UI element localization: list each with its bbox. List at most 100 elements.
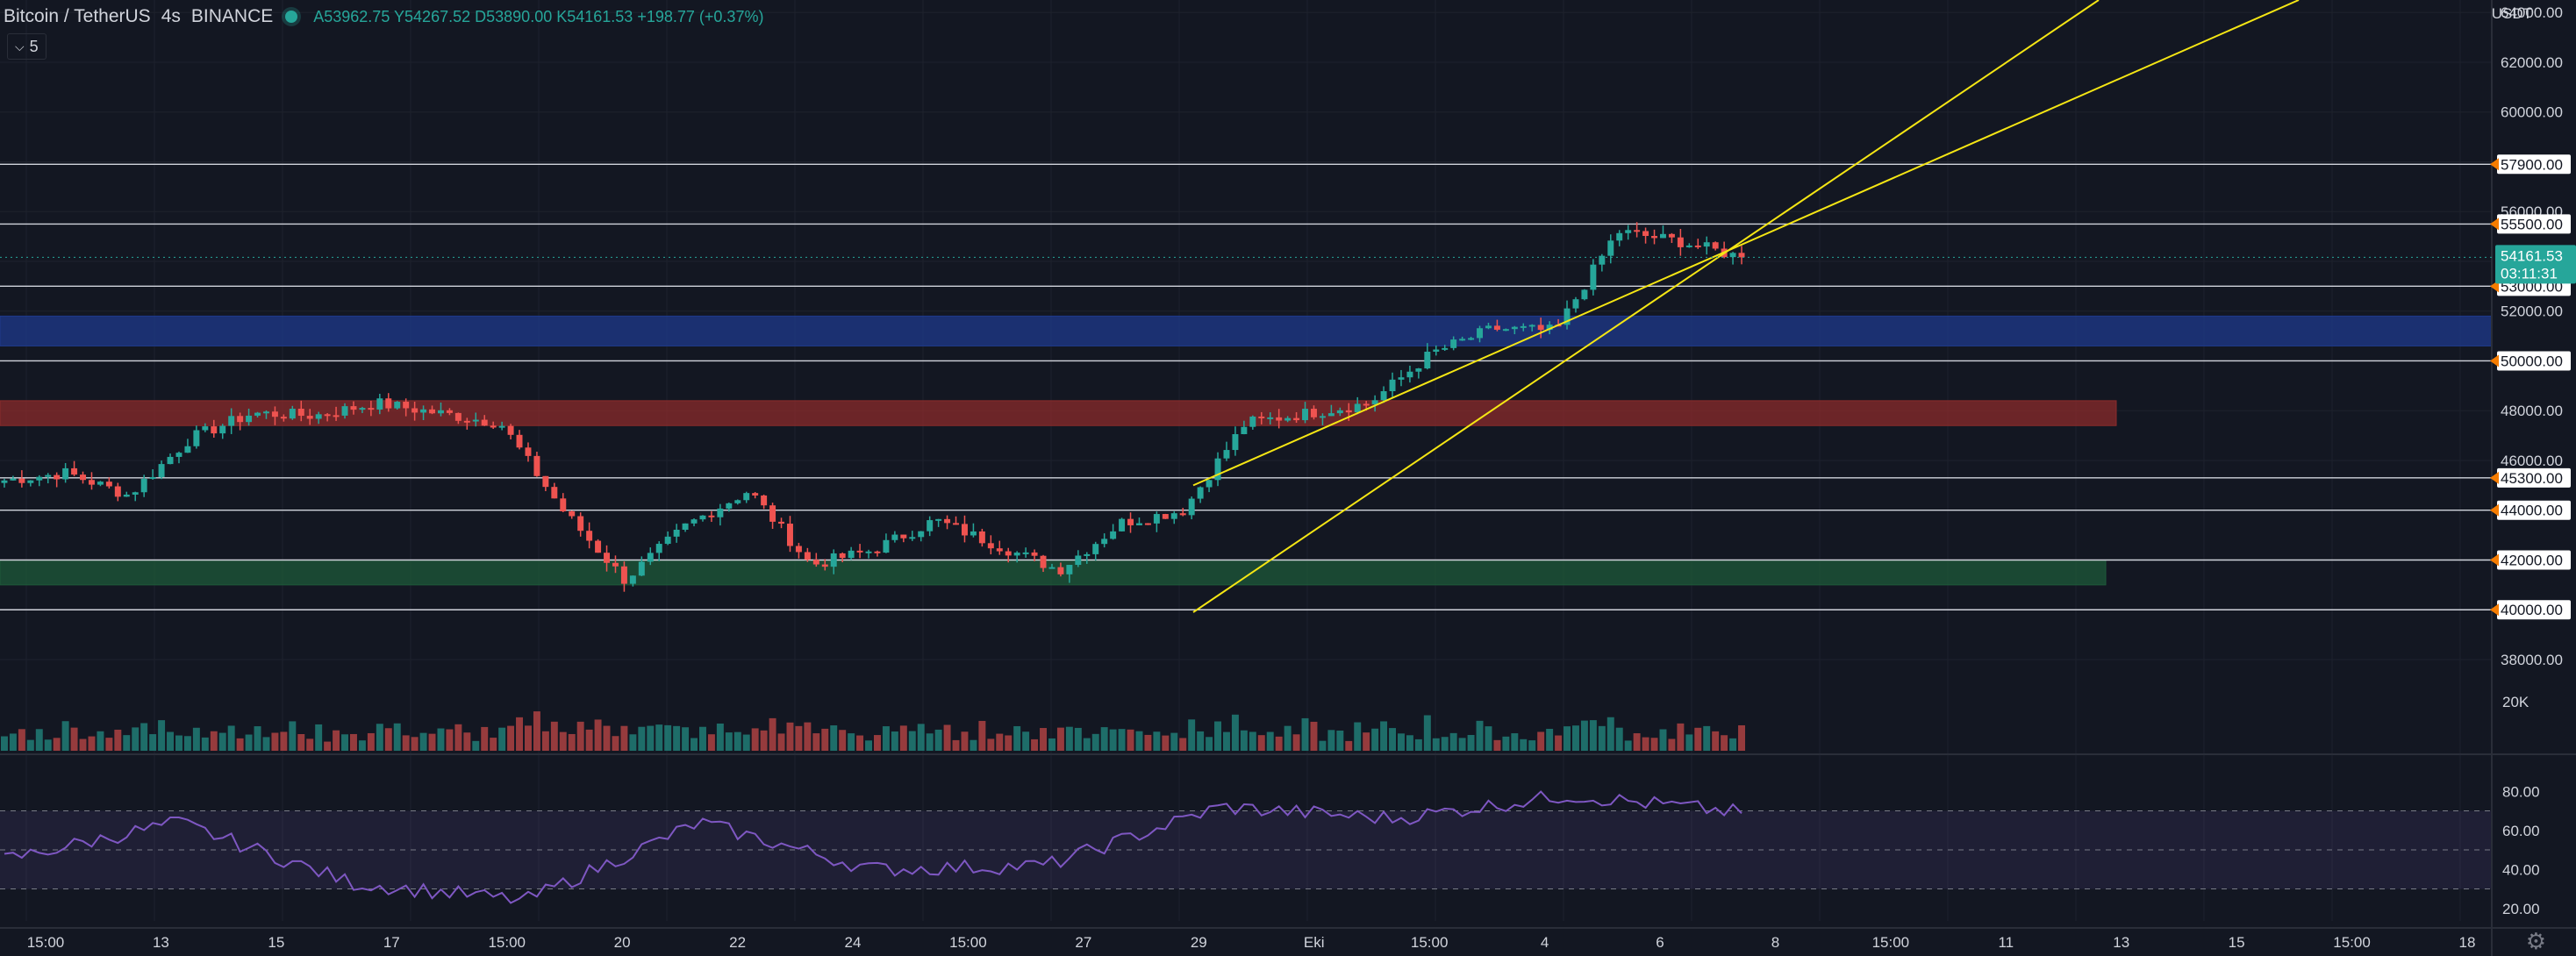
time-tick-label: 18: [2459, 934, 2476, 951]
volume-bar: [315, 724, 323, 751]
candle-body: [1363, 403, 1370, 406]
volume-bar: [333, 730, 340, 751]
candle-body: [1607, 240, 1614, 256]
volume-bar: [1677, 723, 1685, 751]
candle-body: [1135, 523, 1142, 525]
high-value: Y54267.52: [394, 7, 471, 25]
countdown-label: 03:11:31: [2501, 265, 2558, 282]
candle-body: [1310, 409, 1317, 417]
last-price-tag: [2495, 245, 2576, 284]
candle-body: [1066, 565, 1073, 574]
gear-icon[interactable]: ⚙: [2525, 928, 2546, 954]
volume-bar: [1685, 734, 1693, 751]
indicators-toggle-button[interactable]: ⌵ 5: [7, 33, 47, 60]
volume-bar: [1363, 732, 1370, 751]
candle-body: [1528, 325, 1535, 327]
level-label: 55500.00: [2501, 216, 2563, 232]
time-tick-label: 15:00: [488, 934, 526, 951]
candle-body: [1450, 339, 1457, 348]
candle-body: [1398, 377, 1405, 380]
horizontal-levels[interactable]: [0, 163, 2492, 610]
candle-body: [1616, 232, 1623, 241]
candle-body: [1119, 518, 1126, 532]
volume-bar: [1493, 739, 1501, 751]
candle-body: [1302, 409, 1309, 421]
candle-body: [812, 560, 819, 565]
candle-body: [45, 474, 52, 477]
volume-bar: [1109, 729, 1117, 751]
volume-bar: [227, 725, 235, 751]
volume-bar: [341, 734, 349, 751]
volume-bar: [620, 725, 628, 751]
level-label: 42000.00: [2501, 552, 2563, 568]
volume-bar: [419, 732, 427, 751]
volume-bar: [1292, 734, 1300, 751]
zone-blue: [0, 315, 2493, 346]
candle-body: [821, 564, 828, 567]
volume-bar: [1703, 725, 1711, 751]
candle-body: [132, 492, 139, 495]
volume-bar: [1074, 727, 1082, 751]
level-marker-icon: [2490, 471, 2499, 484]
volume-bar: [550, 721, 558, 751]
volume-bar: [1048, 738, 1055, 751]
candle-body: [490, 425, 497, 428]
volume-bar: [1153, 731, 1161, 751]
candle-body: [691, 519, 698, 524]
volume-bar: [848, 733, 855, 751]
rsi-tick-label: 40.00: [2502, 861, 2540, 878]
candle-body: [246, 415, 253, 423]
volume-bar: [44, 739, 52, 751]
symbol-name[interactable]: Bitcoin / TetherUS: [4, 6, 151, 26]
volume-bar: [795, 725, 803, 751]
candle-body: [726, 503, 733, 509]
level-label: 40000.00: [2501, 602, 2563, 618]
candle-body: [1581, 289, 1588, 300]
volume-bar: [1380, 721, 1388, 751]
level-label-box: [2497, 500, 2571, 520]
candle-body: [927, 520, 934, 532]
volume-bar: [411, 737, 419, 751]
time-tick-label: 20: [614, 934, 631, 951]
volume-bar: [585, 729, 593, 751]
volume-bar: [9, 733, 17, 751]
volume-bar: [707, 734, 715, 751]
candle-body: [874, 551, 881, 553]
candle-body: [551, 487, 558, 499]
interval-label[interactable]: 4s: [161, 6, 181, 26]
candle-body: [306, 416, 313, 419]
volume-bar: [1441, 737, 1449, 751]
candle-body: [62, 467, 69, 480]
volume-bar: [516, 717, 524, 751]
level-label: 57900.00: [2501, 156, 2563, 173]
candle-body: [18, 478, 25, 483]
volume-bar: [1266, 731, 1274, 751]
volume-bar: [1231, 714, 1239, 751]
candle-body: [1406, 371, 1413, 378]
candle-body: [437, 410, 444, 414]
time-tick-label: 15:00: [949, 934, 987, 951]
candle-body: [839, 553, 846, 559]
volume-bar: [638, 726, 646, 751]
currency-unit[interactable]: USDT: [2491, 5, 2532, 22]
volume-bar: [987, 738, 995, 751]
volume-bar: [769, 717, 776, 751]
time-tick-label: 11: [1998, 934, 2014, 951]
volume-bar: [1371, 728, 1379, 751]
candle-body: [1319, 416, 1326, 418]
volume-bar: [1257, 735, 1265, 751]
volume-bar: [1563, 726, 1571, 751]
candle-body: [202, 426, 209, 431]
volume-bar: [1432, 738, 1440, 751]
candle-body: [1502, 329, 1509, 332]
candle-body: [1424, 352, 1431, 369]
trend-channel[interactable]: [1192, 0, 2300, 613]
volume-bar: [1336, 730, 1344, 751]
level-label-box: [2497, 214, 2571, 234]
volume-bar: [105, 738, 113, 751]
volume-bar: [1170, 732, 1178, 751]
symbol-header: Bitcoin / TetherUS 4s BINANCE A53962.75 …: [4, 2, 763, 32]
time-tick-label: 24: [845, 934, 862, 951]
volume-bar: [1414, 738, 1422, 751]
